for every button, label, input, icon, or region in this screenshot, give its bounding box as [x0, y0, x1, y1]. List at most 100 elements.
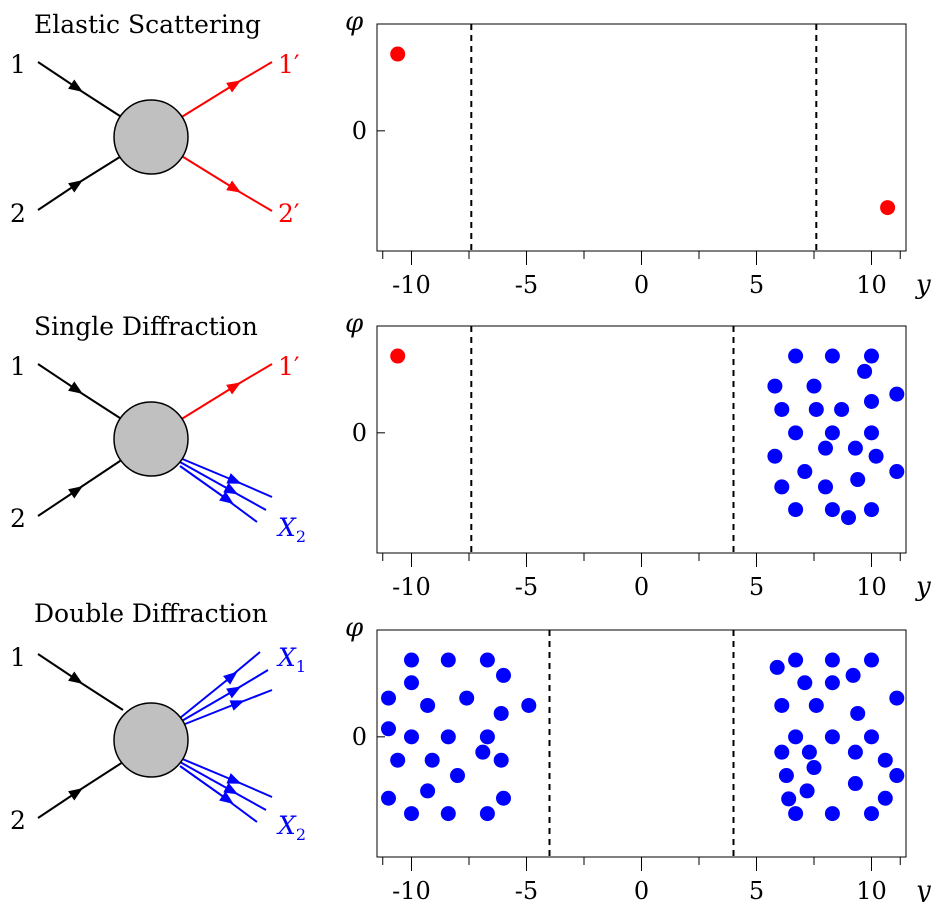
y-tick-label: 0 [352, 419, 367, 447]
elastic-phi-y-plot: 0 -10 -5 0 5 10 φ y [345, 7, 931, 300]
outgoing-line-1prime [179, 80, 241, 119]
diffractive-particle-point [788, 729, 804, 745]
diffractive-particle-point [404, 729, 419, 745]
double-diffraction-phi-y-plot: 0 -10 -5 0 5 10 φ y [345, 613, 931, 902]
x-axis-label-y: y [915, 572, 931, 602]
double-diffraction-feynman-diagram: 1 2 X1 X2 [10, 643, 306, 844]
x-axis-label-y: y [915, 876, 931, 902]
diffractive-particle-point [806, 760, 822, 776]
diffractive-particle-point [864, 425, 879, 441]
elastic-particle-point [390, 348, 406, 364]
diffractive-particle-point [781, 791, 797, 807]
outgoing-line-2prime [179, 154, 241, 193]
x-tick-label: 0 [634, 877, 649, 902]
diffractive-particle-point [797, 675, 813, 691]
interaction-blob [113, 702, 189, 778]
diffractive-particle-point [801, 744, 817, 760]
diffractive-particle-point [404, 806, 419, 822]
diffractive-particle-point [824, 729, 840, 745]
y-axis-label-phi: φ [345, 613, 364, 643]
x-axis-label-y: y [915, 270, 931, 300]
x-tick-label: 5 [749, 573, 764, 601]
elastic-panel: Elastic Scattering 1 2 1′ 2′ [10, 10, 300, 228]
incoming-line-2-tail [74, 458, 124, 492]
diffractive-particle-point [889, 690, 905, 706]
x-tick-label: 0 [634, 573, 649, 601]
diffractive-particle-point [788, 652, 804, 668]
label-in2: 2 [10, 199, 26, 228]
diffractive-particle-point [479, 729, 495, 745]
diffractive-particle-point [404, 652, 419, 668]
diffractive-particle-point [818, 479, 833, 495]
diffractive-particle-point [475, 744, 491, 760]
elastic-feynman-diagram: 1 2 1′ 2′ [10, 50, 300, 228]
diffractive-particle-point [824, 675, 840, 691]
diffractive-particle-point [774, 697, 790, 713]
x-tick-label: 5 [749, 877, 764, 902]
diffractive-particle-point [864, 502, 879, 518]
diffractive-particle-point [440, 806, 456, 822]
interaction-blob [113, 401, 189, 477]
diffractive-particle-point [868, 448, 884, 464]
diffractive-particle-point [381, 721, 396, 737]
diffractive-particle-point [834, 401, 850, 417]
elastic-title: Elastic Scattering [34, 10, 261, 39]
x-tick-label: -5 [515, 573, 538, 601]
label-in2: 2 [10, 806, 26, 835]
diffractive-system-x1-lines [179, 651, 273, 727]
diffractive-particle-point [824, 502, 840, 518]
diffractive-particle-point [847, 776, 863, 792]
y-axis-label-phi: φ [345, 309, 364, 339]
diffractive-particle-point [788, 348, 804, 364]
label-out-x2: X2 [276, 811, 306, 844]
elastic-particle-point [880, 200, 896, 216]
diffractive-particle-point [850, 472, 866, 488]
x-tick-label: -10 [392, 877, 431, 902]
label-in1: 1 [10, 352, 26, 381]
label-out-2prime: 2′ [278, 199, 300, 228]
x-tick-label: -10 [392, 573, 431, 601]
diffractive-particle-point [864, 652, 879, 668]
diffractive-particle-point [479, 806, 495, 822]
interaction-blob [113, 99, 189, 175]
incoming-line-2 [37, 788, 83, 819]
diffractive-particle-point [788, 502, 804, 518]
diffractive-particle-point [877, 790, 893, 806]
diffractive-particle-point [864, 348, 879, 364]
diffractive-particle-point [778, 768, 794, 784]
diffractive-particle-point [450, 768, 465, 784]
x-tick-label: -5 [515, 877, 538, 902]
label-in2: 2 [10, 504, 26, 533]
incoming-line-2 [37, 180, 83, 211]
y-tick-label: 0 [352, 117, 367, 145]
diffractive-particle-point [788, 425, 804, 441]
diffractive-particle-point [788, 806, 804, 822]
single-diffraction-panel: Single Diffraction 1 2 1′ X2 [10, 312, 306, 546]
diffractive-particle-point [420, 697, 436, 713]
incoming-line-2 [37, 486, 83, 517]
label-out-1prime: 1′ [278, 352, 300, 381]
diffractive-particle-point [797, 464, 813, 480]
diffractive-particle-point [841, 510, 856, 526]
diffractive-particle-point [479, 652, 495, 668]
diffractive-particle-point [440, 652, 456, 668]
incoming-line-2-tail [74, 761, 124, 794]
label-in1: 1 [10, 50, 26, 79]
diffractive-particle-point [808, 401, 824, 417]
single-diffraction-phi-y-plot: 0 -10 -5 0 5 10 φ y [345, 309, 931, 602]
diffractive-particle-point [857, 363, 873, 379]
diffractive-particle-point [824, 425, 840, 441]
x-tick-label: 10 [856, 271, 887, 299]
incoming-line-1 [37, 61, 83, 92]
diffractive-particle-point [767, 448, 783, 464]
label-out-1prime: 1′ [278, 50, 300, 79]
outgoing-line-2prime-tail [232, 187, 273, 212]
diffractive-particle-point [889, 768, 905, 784]
single-diffraction-feynman-diagram: 1 2 1′ X2 [10, 352, 306, 546]
diffractive-particle-point [404, 675, 419, 691]
incoming-line-1 [37, 653, 83, 684]
diffractive-particle-point [424, 752, 440, 768]
diffractive-particle-point [889, 386, 905, 402]
elastic-particle-point [390, 46, 406, 62]
